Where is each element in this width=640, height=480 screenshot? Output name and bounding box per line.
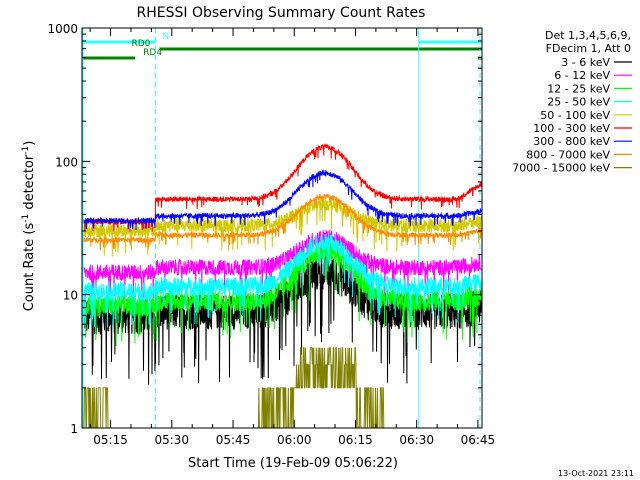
legend-header: Det 1,3,4,5,6,9,: [545, 29, 631, 42]
legend-label: 800 - 7000 keV: [526, 148, 610, 161]
x-tick-label: 05:45: [216, 433, 251, 447]
series-line: [83, 347, 481, 428]
legend: Det 1,3,4,5,6,9,FDecim 1, Att 03 - 6 keV…: [512, 29, 632, 175]
legend-label: 12 - 25 keV: [547, 82, 610, 95]
series-line: [83, 232, 482, 328]
legend-label: 300 - 800 keV: [533, 135, 610, 148]
legend-label: 50 - 100 keV: [540, 109, 610, 122]
legend-label: 3 - 6 keV: [561, 56, 610, 69]
legend-label: 100 - 300 keV: [533, 122, 610, 135]
x-tick-label: 06:30: [399, 433, 434, 447]
series-line: [83, 193, 482, 251]
legend-label: 25 - 50 keV: [547, 96, 610, 109]
flag-label: RD4: [143, 48, 162, 58]
legend-label: 6 - 12 keV: [554, 69, 610, 82]
x-axis-label: Start Time (19-Feb-09 05:06:22): [188, 456, 398, 471]
y-axis: 1 10 100 1000: [47, 22, 482, 436]
series-group: [83, 142, 482, 428]
series-line: [83, 169, 482, 231]
legend-label: 7000 - 15000 keV: [512, 162, 610, 175]
legend-header: FDecim 1, Att 0: [546, 42, 631, 55]
y-tick-label: 1: [70, 422, 78, 436]
x-tick-label: 06:00: [277, 433, 312, 447]
x-tick-label: 06:45: [461, 433, 496, 447]
series-line: [83, 197, 482, 257]
y-tick-label: 100: [55, 155, 78, 169]
chart-title: RHESSI Observing Summary Count Rates: [137, 5, 426, 21]
y-axis-label: Count Rate (s-1 detector-1): [21, 141, 37, 312]
x-tick-label: 05:15: [93, 433, 128, 447]
x-tick-label: 05:30: [154, 433, 189, 447]
y-tick-label: 10: [63, 289, 78, 303]
flag-label: RD0: [131, 39, 150, 49]
timestamp: 13-Oct-2021 23:11: [558, 469, 634, 478]
x-axis: 05:15 05:30 05:45 06:00 06:15 06:30 06:45: [89, 28, 496, 447]
flag-label: N: [162, 32, 169, 42]
plot-frame: [81, 27, 483, 429]
y-tick-label: 1000: [47, 22, 78, 36]
series-line: [83, 229, 482, 304]
x-tick-label: 06:15: [338, 433, 373, 447]
